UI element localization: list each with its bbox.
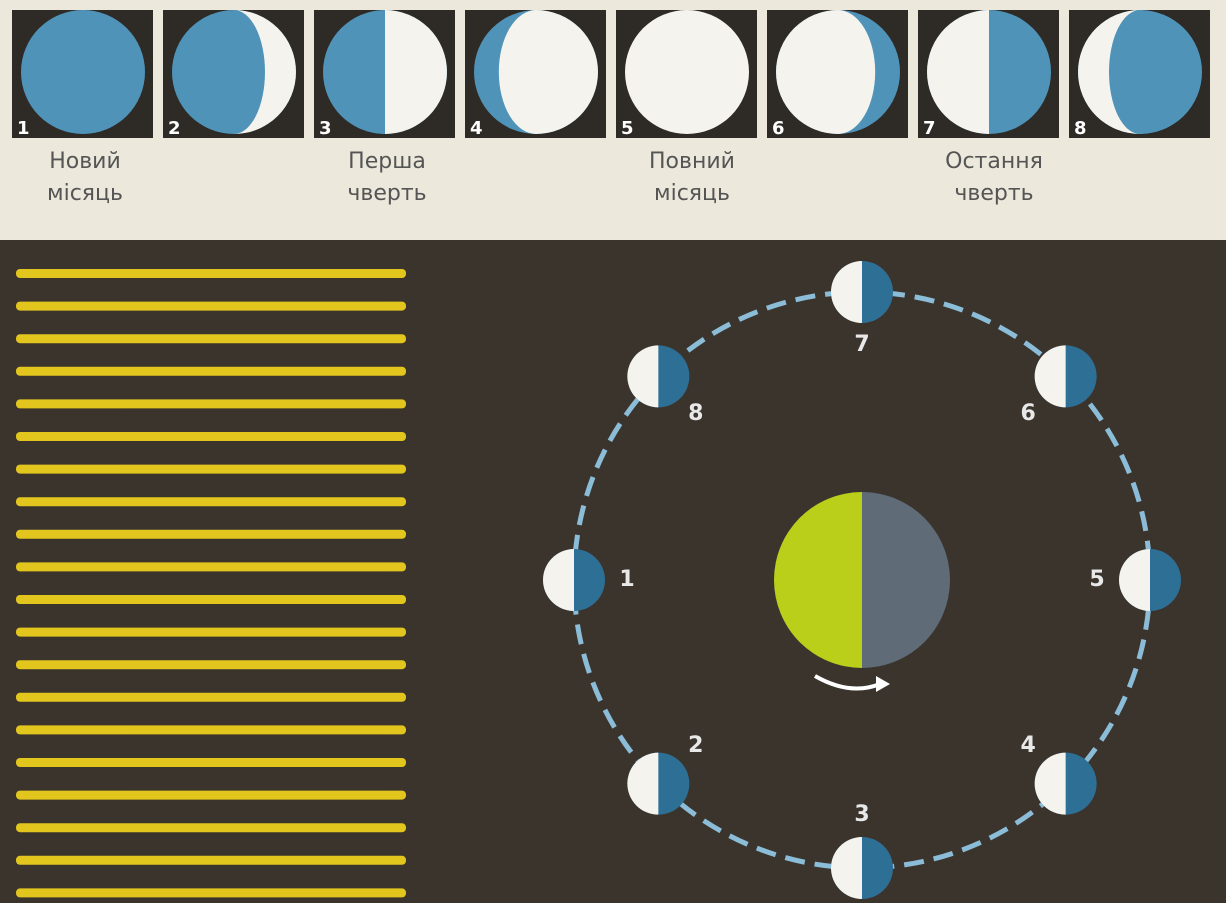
phase-number: 1 — [17, 118, 30, 139]
phase-number: 5 — [621, 118, 634, 139]
moon-dark — [21, 10, 145, 134]
phase-caption: місяць — [47, 181, 123, 206]
orbit-number: 1 — [619, 567, 634, 592]
sun-ray — [16, 595, 406, 604]
sun-ray — [16, 432, 406, 441]
sun-ray — [16, 888, 406, 898]
orbit-number: 4 — [1021, 733, 1036, 758]
moon-lit — [385, 10, 447, 134]
moon-lit — [776, 10, 876, 134]
moon-lit — [625, 10, 749, 134]
sun-ray — [16, 366, 406, 376]
sun-ray — [16, 301, 406, 311]
orbit-number: 7 — [854, 332, 869, 357]
sun-ray — [16, 529, 406, 539]
moon-lit — [234, 10, 296, 134]
phase-number: 7 — [923, 118, 936, 139]
orbit-number: 8 — [688, 401, 703, 426]
rotation-arrow — [814, 674, 881, 691]
orbit-moon-lit — [1034, 752, 1066, 815]
phase-caption: Перша — [348, 149, 426, 174]
sun-ray — [16, 855, 406, 865]
sun-ray — [16, 660, 406, 670]
sun-ray — [16, 497, 406, 507]
arrow-head — [876, 676, 890, 692]
phase-number: 8 — [1074, 118, 1087, 139]
moon-lit — [1078, 10, 1140, 134]
sun-ray — [16, 725, 406, 735]
phase-caption: місяць — [654, 181, 730, 206]
orbit-moon-lit — [831, 261, 862, 323]
sun-ray — [16, 269, 406, 278]
sun-ray — [16, 627, 406, 637]
phase-caption: Новий — [49, 149, 121, 174]
phase-caption: Остання — [945, 149, 1043, 174]
moon-lit — [927, 10, 989, 134]
phase-number: 3 — [319, 118, 332, 139]
sun-ray — [16, 334, 406, 344]
phase-number: 2 — [168, 118, 181, 139]
sun-ray — [16, 790, 406, 800]
sun-ray — [16, 562, 406, 572]
moon-lit — [498, 10, 598, 134]
orbit-moon-lit — [1034, 345, 1066, 408]
sun-ray — [16, 823, 406, 833]
sun-ray — [16, 758, 406, 767]
orbit-number: 3 — [854, 802, 869, 827]
orbit-moon-lit — [1119, 549, 1150, 611]
orbit-moon-lit — [543, 549, 574, 611]
phase-caption: чверть — [347, 181, 426, 206]
phase-number: 4 — [470, 118, 483, 139]
orbit-moon-lit — [627, 345, 659, 408]
orbit-moon-lit — [831, 837, 862, 899]
phase-number: 6 — [772, 118, 785, 139]
sun-ray — [16, 464, 406, 474]
phase-caption: чверть — [954, 181, 1033, 206]
sun-ray — [16, 399, 406, 409]
sun-ray — [16, 692, 406, 702]
orbit-number: 5 — [1089, 567, 1104, 592]
orbit-number: 2 — [688, 733, 703, 758]
earth-day — [774, 492, 862, 668]
phase-caption: Повний — [649, 149, 735, 174]
earth-night — [862, 492, 950, 668]
orbit-number: 6 — [1021, 401, 1036, 426]
sun-rays — [16, 269, 406, 898]
orbit-moon-lit — [627, 752, 659, 815]
